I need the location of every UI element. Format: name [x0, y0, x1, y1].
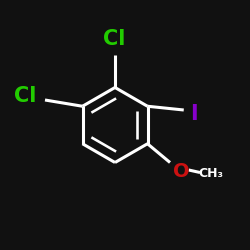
Text: I: I [190, 104, 198, 124]
Text: O: O [173, 162, 190, 181]
Text: Cl: Cl [102, 29, 125, 49]
Text: Cl: Cl [14, 86, 36, 106]
Text: CH₃: CH₃ [199, 167, 224, 180]
